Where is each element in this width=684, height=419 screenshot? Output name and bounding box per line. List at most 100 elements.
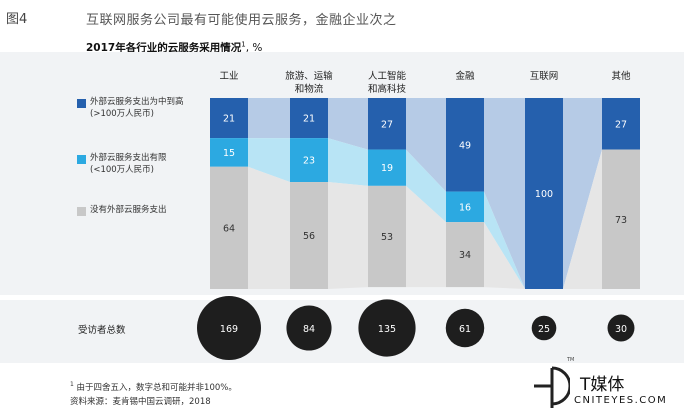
respondent-circle-0 — [197, 296, 261, 360]
respondent-circle-2 — [358, 299, 416, 357]
chart-subtitle: 2017年各行业的云服务采用情况1, % — [86, 40, 262, 55]
bar-1-series-0 — [290, 98, 328, 139]
bar-1-series-1 — [290, 138, 328, 183]
connector-1-2 — [406, 149, 446, 223]
value-label-0-series-1: 15 — [223, 148, 235, 159]
column-header-5-line-0: 其他 — [611, 71, 631, 82]
column-header-1-line-0: 旅游、运输 — [285, 71, 333, 82]
connector-group — [248, 98, 602, 289]
legend-swatch-high — [77, 99, 86, 108]
logo-domain: CNITEYES.COM — [574, 395, 668, 406]
bar-4-series-0 — [525, 98, 563, 289]
respondent-circle-1 — [286, 305, 332, 351]
legend-label-none: 没有外部云服务支出 — [90, 204, 167, 216]
bar-5-series-0 — [602, 98, 640, 150]
column-header-3-line-0: 金融 — [455, 71, 475, 82]
bar-5-series-2 — [602, 149, 640, 289]
figure-label: 图4 — [6, 12, 28, 27]
connector-0-1 — [328, 98, 368, 150]
connector-2-0 — [248, 166, 290, 289]
footnote-rounding: 1 由于四舍五入，数字总和可能并非100%。 — [70, 381, 237, 393]
value-label-5-series-0: 27 — [615, 119, 627, 130]
bar-3-series-2 — [446, 222, 484, 288]
column-header-2: 人工智能 和高科技 — [352, 70, 422, 96]
bar-3-series-0 — [446, 98, 484, 192]
respondents-group: 169 84 135 61 25 30 — [197, 296, 635, 360]
chart-unit: % — [252, 42, 263, 54]
chart-title-text: 2017年各行业的云服务采用情况 — [86, 42, 242, 54]
value-label-2-series-1: 19 — [381, 163, 393, 174]
value-label-5-series-2: 73 — [615, 215, 627, 226]
connector-2-1 — [328, 182, 368, 289]
value-label-0-series-2: 64 — [223, 223, 235, 234]
footnote-rounding-text: 由于四舍五入，数字总和可能并非100%。 — [76, 383, 237, 393]
column-header-5: 其他 — [586, 70, 656, 83]
value-label-0-series-0: 21 — [223, 114, 235, 125]
bar-2-series-0 — [368, 98, 406, 150]
value-label-1-series-2: 56 — [303, 231, 315, 242]
respondent-count-3: 61 — [459, 324, 471, 335]
legend-limited-line-2: (<100万人民币) — [90, 165, 154, 175]
respondent-count-1: 84 — [303, 324, 315, 335]
tmedia-logo-icon — [534, 366, 570, 408]
connector-1-1 — [328, 138, 368, 186]
connector-0-0 — [248, 98, 290, 139]
respondent-circle-5 — [607, 314, 635, 342]
connector-2-4 — [563, 149, 602, 289]
connector-1-3 — [484, 191, 525, 289]
value-label-3-series-1: 16 — [459, 202, 471, 213]
column-header-0-line-0: 工业 — [219, 71, 239, 82]
chart-title-footnote-mark: 1 — [241, 40, 246, 49]
value-label-4-series-0: 100 — [535, 189, 553, 200]
value-label-2-series-0: 27 — [381, 119, 393, 130]
bar-0-series-1 — [210, 138, 248, 167]
value-label-3-series-0: 49 — [459, 140, 471, 151]
legend-label-high: 外部云服务支出为中到高 (>100万人民币) — [90, 96, 184, 120]
column-header-3: 金融 — [430, 70, 500, 83]
value-label-3-series-2: 34 — [459, 250, 471, 261]
connector-2-3 — [484, 222, 525, 289]
column-header-2-line-0: 人工智能 — [367, 71, 406, 82]
bar-1-series-2 — [290, 182, 328, 289]
column-header-1: 旅游、运输 和物流 — [274, 70, 344, 96]
connector-0-3 — [484, 98, 525, 289]
legend-high-line-2: (>100万人民币) — [90, 109, 154, 119]
respondent-circle-3 — [445, 308, 485, 348]
respondent-count-0: 169 — [220, 324, 238, 335]
column-header-0: 工业 — [194, 70, 264, 83]
respondent-count-4: 25 — [538, 324, 550, 335]
legend-swatch-none — [77, 207, 86, 216]
column-header-1-line-1: 和物流 — [294, 84, 324, 95]
value-label-2-series-2: 53 — [381, 232, 393, 243]
value-label-1-series-0: 21 — [303, 114, 315, 125]
respondent-count-2: 135 — [378, 324, 396, 335]
value-label-1-series-1: 23 — [303, 156, 315, 167]
respondents-background-band — [0, 300, 684, 363]
column-header-4: 互联网 — [509, 70, 579, 83]
connector-0-2 — [406, 98, 446, 192]
legend-high-line-1: 外部云服务支出为中到高 — [90, 97, 184, 107]
bar-0-series-2 — [210, 166, 248, 289]
bar-0-series-0 — [210, 98, 248, 139]
logo-trademark: TM — [567, 357, 575, 363]
legend-none-line-1: 没有外部云服务支出 — [90, 205, 167, 215]
bar-3-series-1 — [446, 191, 484, 223]
legend-label-limited: 外部云服务支出有限 (<100万人民币) — [90, 152, 167, 176]
figure-title: 互联网服务公司最有可能使用云服务，金融企业次之 — [86, 13, 397, 28]
connector-2-2 — [406, 185, 446, 288]
bars-group: 21 15 64 21 23 56 27 19 53 49 16 34 100 27 73 — [210, 98, 640, 289]
connector-1-0 — [248, 138, 290, 183]
chart-title-separator: , — [245, 42, 253, 54]
respondent-circle-4 — [531, 315, 557, 341]
footnote-mark: 1 — [70, 381, 74, 389]
bar-2-series-1 — [368, 149, 406, 186]
legend-limited-line-1: 外部云服务支出有限 — [90, 153, 167, 163]
column-header-4-line-0: 互联网 — [529, 71, 559, 82]
respondents-label: 受访者总数 — [78, 325, 126, 336]
footnote-source: 资料来源：麦肯锡中国云调研，2018 — [70, 397, 211, 407]
respondent-count-5: 30 — [615, 324, 627, 335]
column-header-2-line-1: 和高科技 — [367, 84, 406, 95]
logo-name: T媒体 — [580, 375, 625, 395]
connector-0-4 — [563, 98, 602, 289]
